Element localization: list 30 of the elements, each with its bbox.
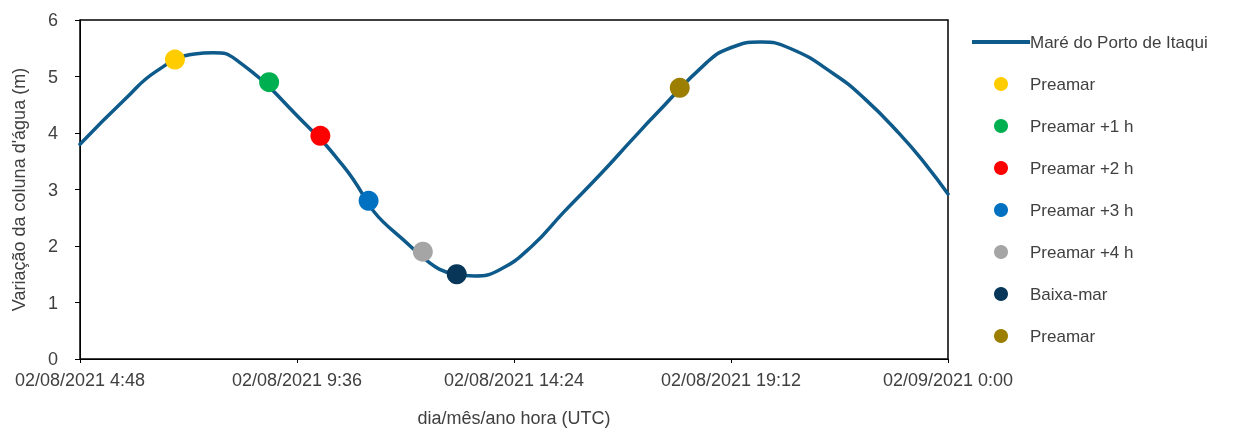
- legend-label: Preamar +2 h: [1030, 158, 1134, 178]
- y-tick-label: 3: [47, 179, 58, 200]
- y-tick-label: 5: [47, 66, 58, 87]
- x-axis-title: dia/mês/ano hora (UTC): [417, 408, 611, 428]
- point: [164, 49, 185, 70]
- legend-label: Maré do Porto de Itaqui: [1030, 32, 1208, 52]
- point: [669, 77, 690, 98]
- legend-label: Preamar +4 h: [1030, 242, 1134, 262]
- y-tick-label: 1: [47, 292, 58, 313]
- x-tick-label: 02/08/2021 14:24: [443, 370, 585, 390]
- legend-label: Preamar +3 h: [1030, 200, 1134, 220]
- x-tick-label: 02/08/2021 9:36: [231, 370, 363, 390]
- legend-label: Preamar: [1030, 326, 1096, 346]
- legend-label: Preamar +1 h: [1030, 116, 1134, 136]
- point: [412, 241, 433, 262]
- y-tick-label: 2: [47, 236, 58, 256]
- y-axis-title: Variação da coluna d'água (m): [9, 67, 29, 312]
- point: [358, 190, 379, 211]
- y-tick-label: 4: [47, 123, 58, 143]
- x-tick-label: 02/08/2021 19:12: [660, 370, 802, 390]
- y-tick-label: 0: [47, 349, 58, 369]
- x-tick-label: 02/09/2021 0:00: [882, 370, 1014, 390]
- point: [310, 125, 331, 146]
- legend-label: Baixa-mar: [1030, 284, 1108, 304]
- legend-label: Preamar: [1030, 74, 1096, 94]
- point: [259, 72, 280, 93]
- line-series: [78, 40, 950, 278]
- x-tick-label: 02/08/2021 4:48: [14, 370, 146, 390]
- y-tick-label: 6: [47, 10, 58, 30]
- point: [446, 264, 467, 285]
